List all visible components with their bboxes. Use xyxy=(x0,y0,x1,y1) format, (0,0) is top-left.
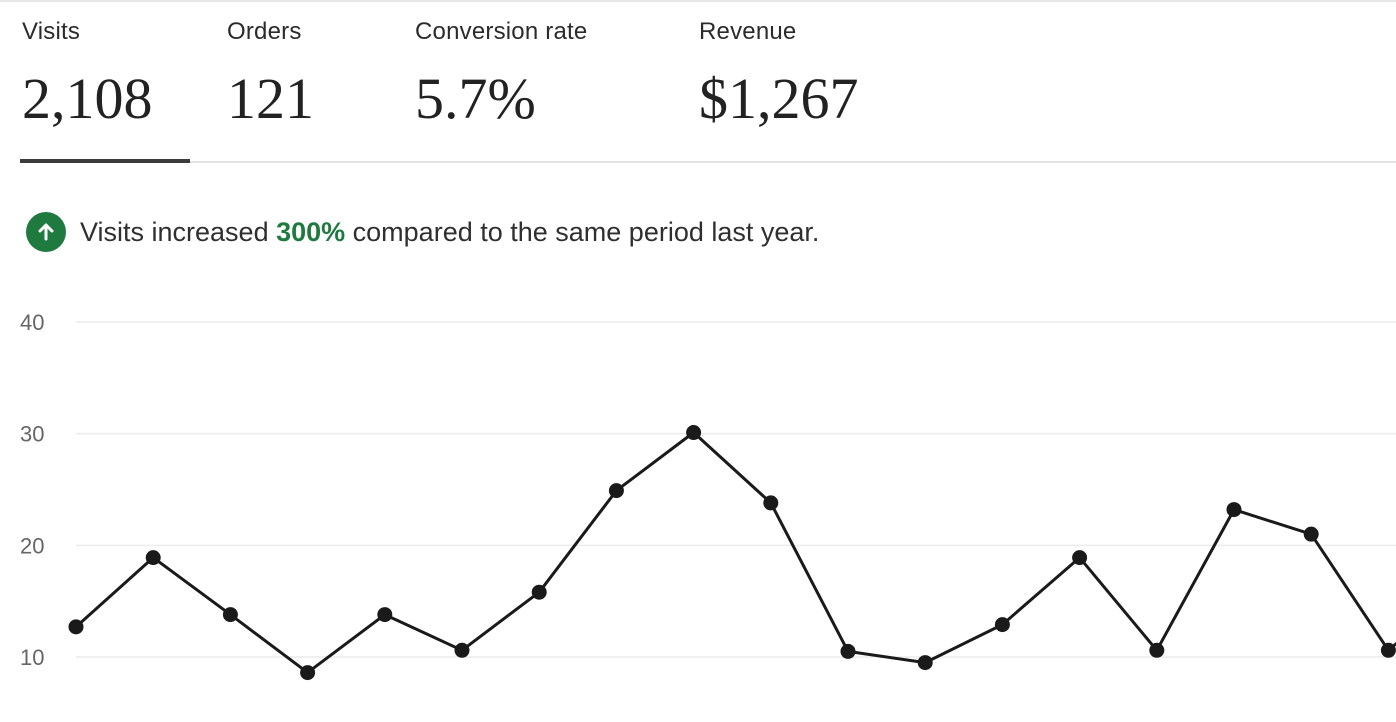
data-point[interactable] xyxy=(994,617,1010,633)
data-point[interactable] xyxy=(686,425,702,441)
metric-label: Revenue xyxy=(699,18,797,45)
metric-label: Visits xyxy=(22,18,81,45)
metrics-bar: Visits 2,108 Orders 121 Conversion rate … xyxy=(0,0,1396,164)
y-tick-label: 30 xyxy=(20,422,44,447)
data-point[interactable] xyxy=(222,607,238,623)
metric-value: 5.7% xyxy=(415,66,536,131)
active-tab-indicator xyxy=(20,159,190,163)
metric-label: Orders xyxy=(227,18,302,45)
y-tick-label: 20 xyxy=(20,533,44,558)
metrics-divider xyxy=(20,161,1396,163)
data-point[interactable] xyxy=(1303,526,1319,542)
data-point[interactable] xyxy=(840,643,856,659)
series-line xyxy=(74,431,1396,675)
data-point[interactable] xyxy=(145,550,161,566)
metric-value: 121 xyxy=(227,66,314,131)
data-point[interactable] xyxy=(454,642,470,658)
data-point[interactable] xyxy=(763,495,779,511)
chart-svg: 10 20 30 40 xyxy=(20,310,1396,681)
y-tick-label: 40 xyxy=(20,310,44,335)
insight-message: Visits increased 300% compared to the sa… xyxy=(26,212,819,252)
data-point[interactable] xyxy=(531,584,547,600)
y-tick-label: 10 xyxy=(20,645,44,670)
data-point[interactable] xyxy=(68,619,84,635)
insight-highlight: 300% xyxy=(276,216,346,247)
data-point[interactable] xyxy=(377,607,393,623)
data-point[interactable] xyxy=(1226,502,1242,518)
visits-line-chart: 10 20 30 40 xyxy=(0,300,1396,722)
data-point[interactable] xyxy=(1149,642,1165,658)
top-border xyxy=(0,0,1396,2)
metric-label: Conversion rate xyxy=(415,18,588,45)
metric-value: $1,267 xyxy=(699,66,859,131)
insight-text: Visits increased 300% compared to the sa… xyxy=(80,217,819,248)
insight-prefix: Visits increased xyxy=(80,216,277,247)
data-point[interactable] xyxy=(1072,550,1088,566)
data-point[interactable] xyxy=(608,483,624,499)
insight-suffix: compared to the same period last year. xyxy=(345,216,820,247)
data-point[interactable] xyxy=(1380,642,1396,658)
arrow-up-icon xyxy=(26,212,66,252)
metric-value: 2,108 xyxy=(22,66,153,131)
data-point[interactable] xyxy=(917,655,933,671)
data-point[interactable] xyxy=(300,665,316,681)
